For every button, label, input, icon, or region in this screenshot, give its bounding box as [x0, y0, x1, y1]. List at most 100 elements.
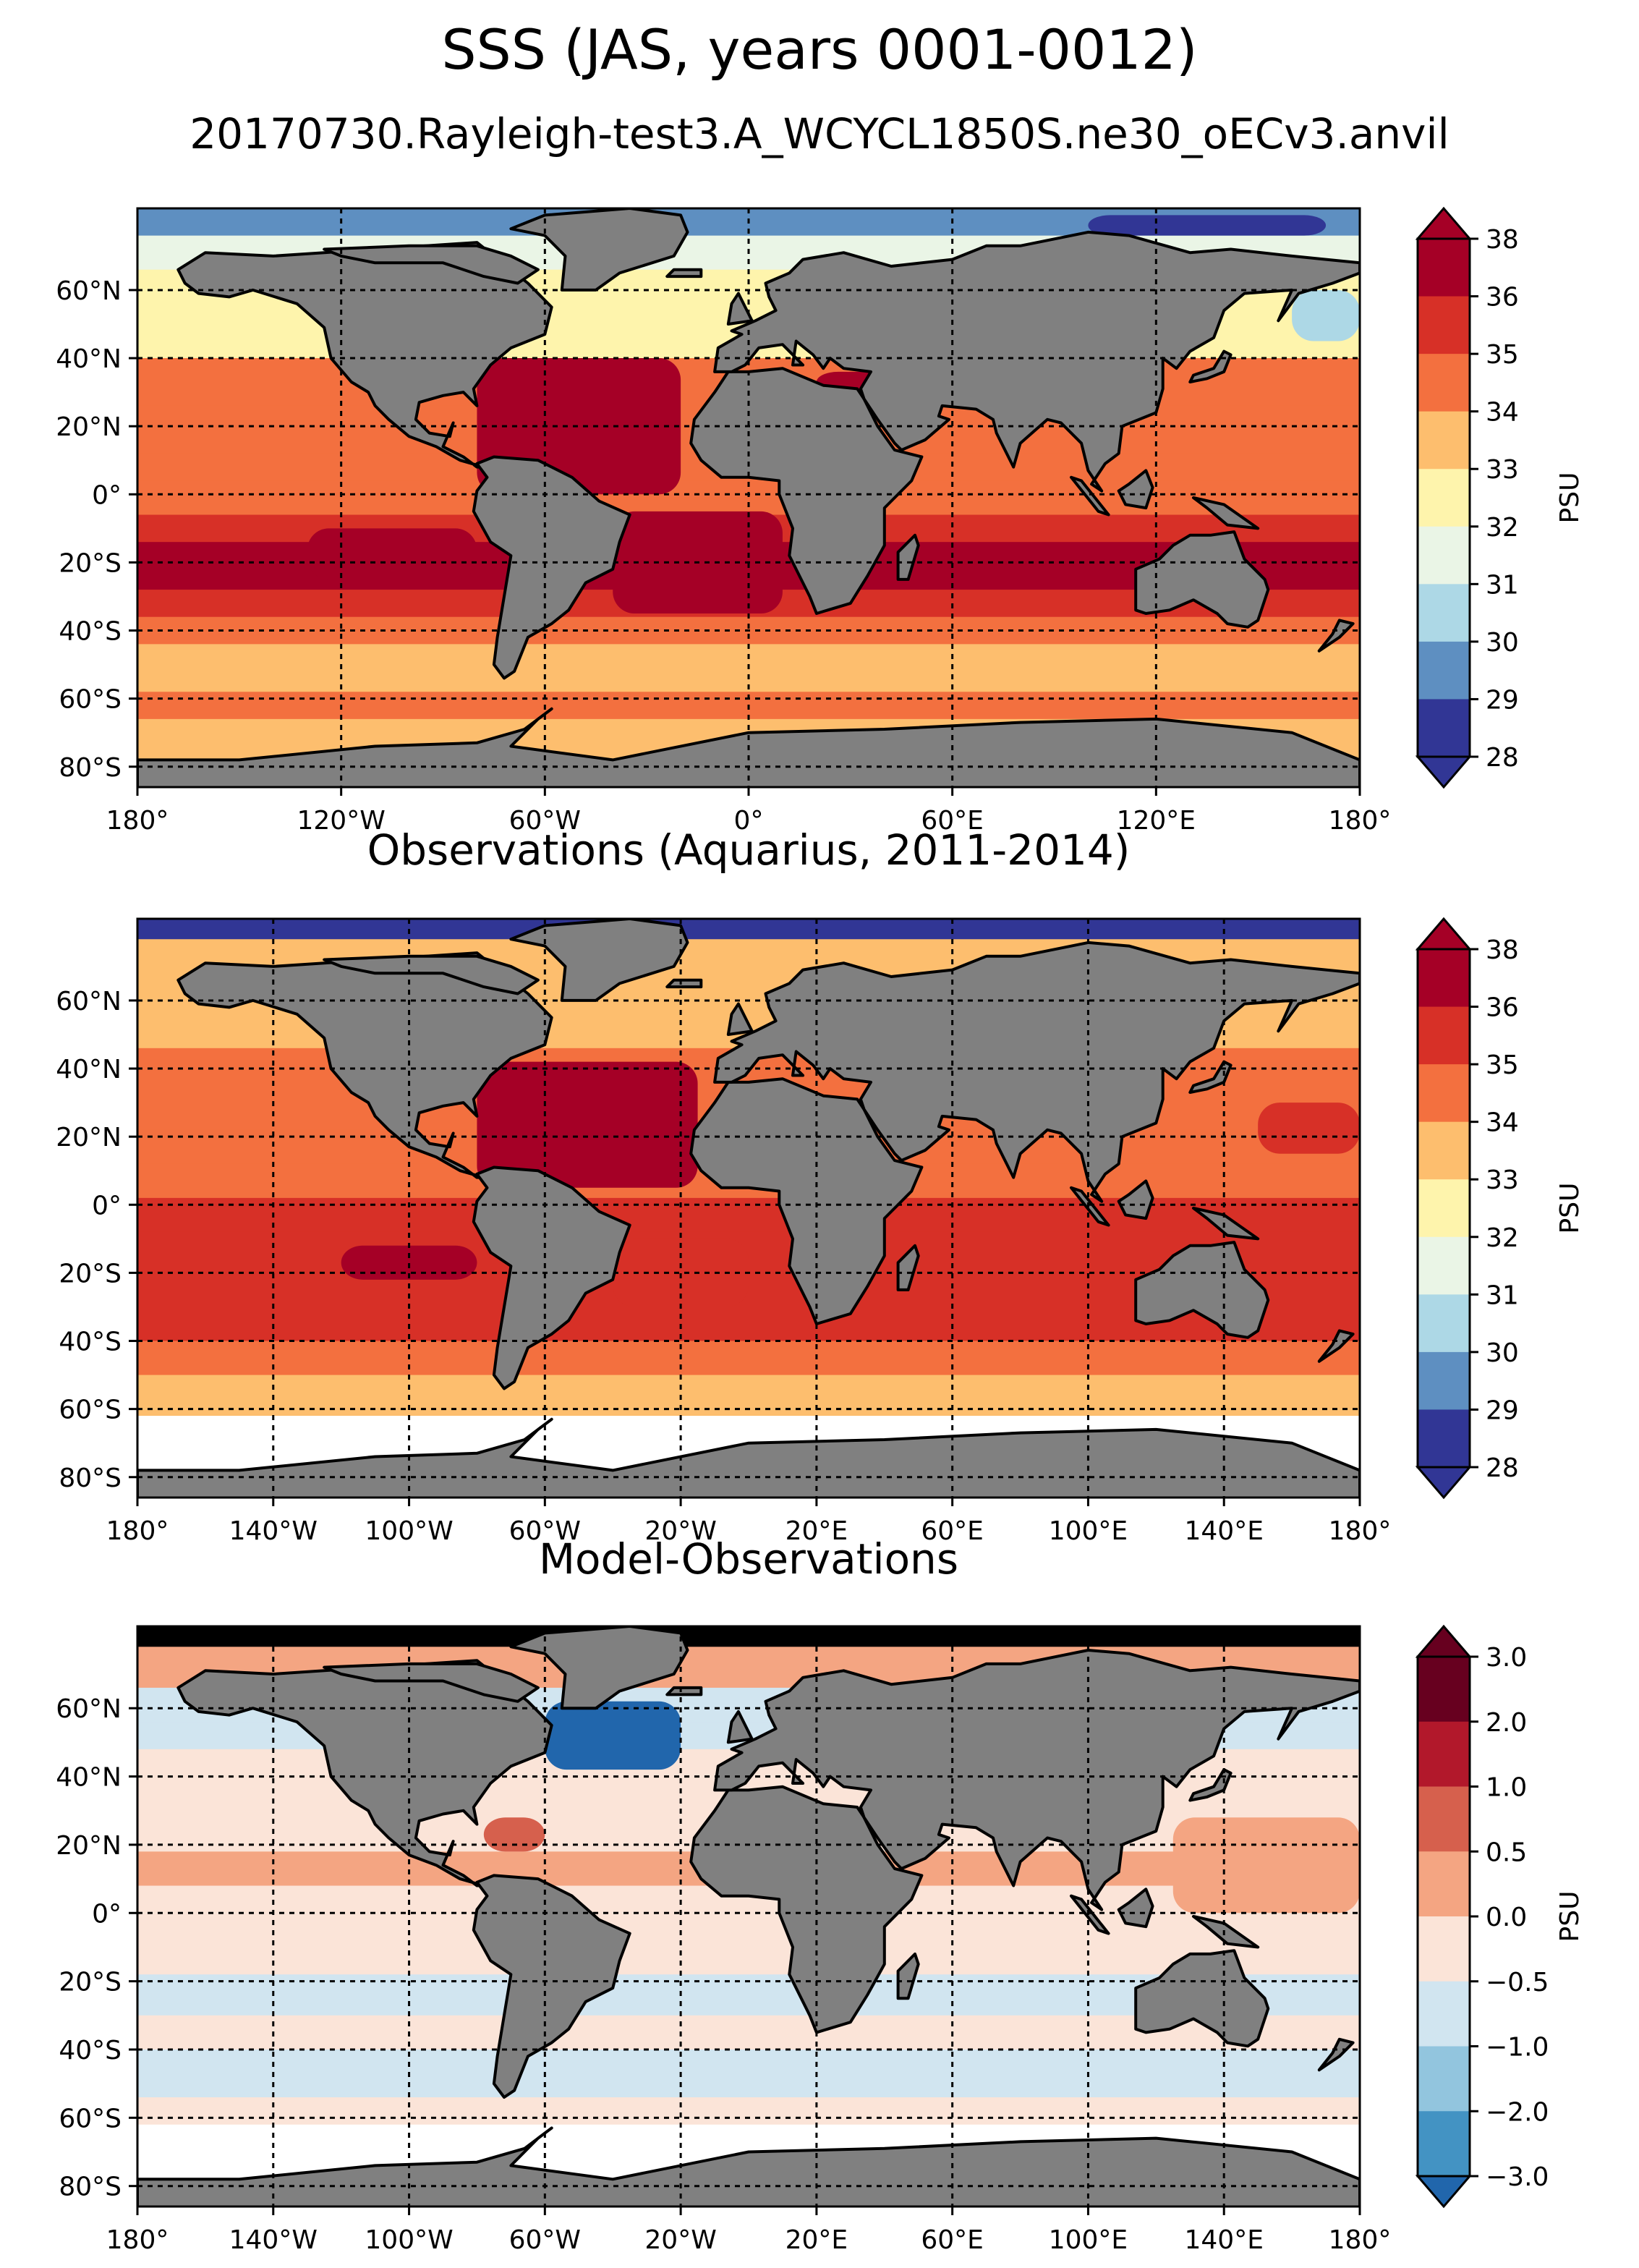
- colorbar-segment-6: [1418, 1981, 1470, 2047]
- salinity-patch-2: [483, 1817, 545, 1852]
- x-tick-label-1: 180°: [106, 1516, 169, 1546]
- panel-2-title: Observations (Aquarius, 2011-2014): [367, 825, 1131, 875]
- x-tick-label-2: 120°W: [297, 806, 386, 836]
- colorbar-segment-4: [1418, 1851, 1470, 1917]
- x-tick-label-10: 180°: [1329, 2225, 1392, 2255]
- panel-2-map: [137, 919, 1360, 1498]
- colorbar-label: PSU: [1555, 472, 1585, 524]
- colorbar-tick-label-2: 36: [1486, 283, 1519, 313]
- landmass-10: [1070, 475, 1110, 517]
- panel-3-title: Model-Observations: [538, 1534, 959, 1584]
- y-tick-label-3: 20°N: [56, 412, 122, 442]
- landmass-1: [176, 241, 553, 469]
- x-tick-label-5: 60°E: [921, 806, 984, 836]
- colorbar-tick-label-9: 29: [1486, 685, 1519, 715]
- y-tick-label-8: 80°S: [59, 1464, 122, 1493]
- salinity-band-15: [137, 2097, 1360, 2125]
- colorbar-segment-5: [1418, 469, 1470, 527]
- landmass-8: [323, 954, 540, 995]
- colorbar-segment-9: [1418, 699, 1470, 757]
- colorbar-tick-label-3: 35: [1486, 1050, 1519, 1080]
- colorbar-tick-label-7: 31: [1486, 1280, 1519, 1310]
- salinity-patch-3: [307, 528, 477, 579]
- colorbar-segment-3: [1418, 1786, 1470, 1852]
- colorbar-tick-label-1: 3.0: [1486, 1643, 1527, 1673]
- colorbar-segment-1: [1418, 1657, 1470, 1723]
- colorbar-tick-label-9: 29: [1486, 1396, 1519, 1425]
- colorbar-tick-label-5: 33: [1486, 455, 1519, 485]
- colorbar-tick-label-3: 1.0: [1486, 1773, 1527, 1803]
- colorbar-segment-6: [1418, 1236, 1470, 1295]
- y-tick-label-5: 20°S: [59, 548, 122, 578]
- colorbar-extend-max: [1415, 206, 1473, 240]
- x-tick-label-7: 180°: [1329, 806, 1392, 836]
- landmass-8: [323, 244, 540, 285]
- landmass-15: [665, 268, 703, 279]
- salinity-band-8: [137, 1197, 1360, 1233]
- landmass-3: [689, 367, 924, 615]
- x-tick-label-6: 20°E: [786, 1516, 848, 1546]
- landmass-11: [1117, 1179, 1154, 1220]
- colorbar-tick-label-8: −2.0: [1486, 2097, 1549, 2127]
- landmass-15: [665, 978, 703, 989]
- salinity-patch-1: [545, 1701, 681, 1770]
- colorbar-label: PSU: [1555, 1183, 1585, 1234]
- salinity-band-13: [137, 1375, 1360, 1403]
- x-tick-label-5: 20°W: [644, 2225, 716, 2255]
- y-tick-label-4: 0°: [92, 480, 122, 510]
- x-tick-label-10: 180°: [1329, 1516, 1392, 1546]
- y-tick-label-4: 0°: [92, 1191, 122, 1220]
- colorbar-segment-1: [1418, 949, 1470, 1008]
- colorbar-tick-label-2: 2.0: [1486, 1708, 1527, 1738]
- landmass-5: [1134, 1241, 1270, 1339]
- colorbar-tick-label-4: 0.5: [1486, 1838, 1527, 1867]
- run-name: 20170730.Rayleigh-test3.A_WCYCL1850S.ne3…: [190, 109, 1449, 158]
- colorbar-tick-label-2: 36: [1486, 993, 1519, 1023]
- x-tick-label-8: 100°E: [1049, 2225, 1128, 2255]
- landmass-10: [1070, 1186, 1110, 1227]
- colorbar-tick-label-10: 28: [1486, 1453, 1519, 1483]
- landmass-5: [1134, 530, 1270, 629]
- panel-3-map: [137, 1626, 1360, 2207]
- y-tick-label-4: 0°: [92, 1899, 122, 1929]
- colorbar-extend-min: [1415, 755, 1473, 789]
- figure-title: SSS (JAS, years 0001-0012): [441, 17, 1198, 82]
- x-tick-label-9: 140°E: [1184, 2225, 1263, 2255]
- panel-3-frame: [136, 1625, 1361, 2208]
- landmass-9: [896, 533, 920, 581]
- colorbar-tick-label-10: 28: [1486, 743, 1519, 773]
- colorbar-frame: [1416, 948, 1471, 1469]
- colorbar-tick-label-7: −1.0: [1486, 2033, 1549, 2063]
- colorbar-segment-4: [1418, 1121, 1470, 1180]
- colorbar-segment-8: [1418, 2111, 1470, 2177]
- landmass-14: [726, 1710, 754, 1744]
- panel-2-colorbar: 38 36 35 34 33 32 31 30 29 28 PSU: [1415, 917, 1585, 1500]
- x-tick-label-6: 20°E: [786, 2225, 848, 2255]
- colorbar-extend-min: [1415, 1466, 1473, 1500]
- colorbar-segment-2: [1418, 1006, 1470, 1065]
- landmass-13: [1188, 349, 1233, 383]
- x-tick-label-3: 100°W: [365, 1516, 453, 1546]
- landmass-15: [665, 1686, 703, 1696]
- x-tick-label-6: 120°E: [1117, 806, 1196, 836]
- y-tick-label-5: 20°S: [59, 1259, 122, 1288]
- y-tick-label-1: 60°N: [56, 276, 122, 306]
- y-tick-label-7: 60°S: [59, 685, 122, 715]
- colorbar-extend-max: [1415, 1624, 1473, 1658]
- panel-1-colorbar: 38 36 35 34 33 32 31 30 29 28 PSU: [1415, 206, 1585, 789]
- colorbar-tick-label-1: 38: [1486, 935, 1519, 965]
- landmass-12: [1192, 1915, 1260, 1949]
- colorbar-tick-label-5: 0.0: [1486, 1903, 1527, 1932]
- y-tick-label-7: 60°S: [59, 2104, 122, 2133]
- colorbar-tick-label-8: 30: [1486, 628, 1519, 658]
- landmass-6: [509, 919, 689, 1002]
- landmass-2: [472, 1874, 631, 2099]
- salinity-patch-4: [1258, 1103, 1360, 1154]
- colorbar-tick-label-6: 32: [1486, 1223, 1519, 1253]
- salinity-patch-3: [1172, 1817, 1360, 1914]
- colorbar-segment-2: [1418, 296, 1470, 354]
- x-tick-label-7: 60°E: [921, 2225, 984, 2255]
- colorbar-label: PSU: [1555, 1891, 1585, 1942]
- colorbar-segment-6: [1418, 526, 1470, 585]
- salinity-patch-6: [1088, 215, 1327, 236]
